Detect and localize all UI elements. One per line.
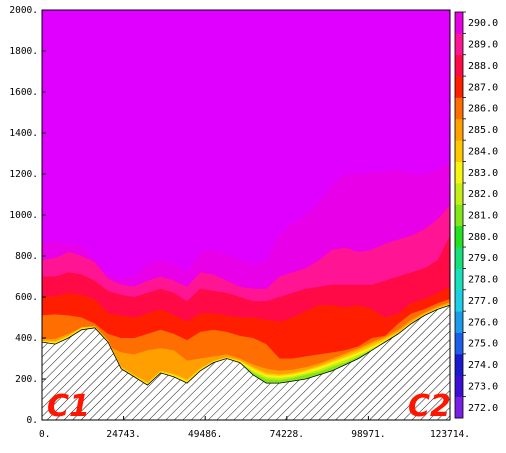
x-axis: 0. 24743. 49486. 74228. 98971. 123714. [39,416,470,440]
colorbar-swatch [455,353,463,376]
colorbar-label: 289.0 [468,40,498,51]
y-tick-label: 1600. [9,87,38,98]
y-tick-label: 400. [15,333,38,344]
y-tick-label: 1400. [9,128,38,139]
colorbar-label: 282.0 [468,189,498,200]
terrain [42,304,450,420]
colorbar-label: 284.0 [468,146,498,157]
endpoint-label-c1: C1 [47,389,90,424]
x-tick-label: 49486. [188,429,222,440]
y-tick-label: 0. [27,415,38,426]
x-tick-label: 24743. [106,429,140,440]
colorbar-swatch [455,33,463,56]
y-axis: 0. 200. 400. 600. 800. 1000. 1200. 1400. 1600. 18… [9,5,46,426]
colorbar-label: 286.0 [468,104,498,115]
y-tick-label: 1200. [9,169,38,180]
y-tick-label: 200. [15,374,38,385]
colorbar-label: 275.0 [468,339,498,350]
y-tick-label: 2000. [9,5,38,16]
colorbar-label: 274.0 [468,360,498,371]
y-tick-label: 800. [15,251,38,262]
colorbar-label: 280.0 [468,232,498,243]
colorbar-label: 278.0 [468,275,498,286]
colorbar-border [454,11,464,419]
colorbar-swatch [455,375,463,398]
x-tick-label: 0. [39,429,50,440]
colorbar-label: 283.0 [468,168,498,179]
colorbar-label: 288.0 [468,61,498,72]
colorbar-swatch [455,396,463,419]
colorbar-swatch [455,54,463,77]
colorbar-label: 290.0 [468,18,498,29]
x-tick-label: 123714. [430,429,470,440]
colorbar-label: 285.0 [468,125,498,136]
colorbar-label: 281.0 [468,211,498,222]
x-tick-label: 74228. [270,429,304,440]
colorbar-swatch [455,12,463,34]
colorbar-swatch [455,247,463,269]
colorbar-label: 277.0 [468,296,498,307]
colorbar: 272.0 273.0 274.0 275.0 276.0 277.0 278.0 279.0… [454,11,498,419]
colorbar-swatch [455,140,463,162]
colorbar-swatch [455,311,463,333]
colorbar-swatch [455,204,463,227]
colorbar-swatch [455,118,463,141]
colorbar-label: 287.0 [468,82,498,93]
colorbar-label: 273.0 [468,381,498,392]
colorbar-swatch [455,182,463,205]
colorbar-swatch [455,225,463,248]
colorbar-label: 272.0 [468,403,498,414]
colorbar-label: 279.0 [468,253,498,264]
colorbar-swatch [455,332,463,355]
colorbar-swatch [455,268,463,291]
y-tick-label: 1000. [9,210,38,221]
y-tick-label: 1800. [9,46,38,57]
colorbar-swatch [455,76,463,98]
colorbar-label: 276.0 [468,317,498,328]
y-tick-label: 600. [15,292,38,303]
x-tick-label: 98971. [351,429,385,440]
colorbar-swatch [455,97,463,120]
endpoint-label-c2: C2 [408,389,451,424]
colorbar-swatch [455,289,463,312]
plot-area [42,10,450,420]
colorbar-swatch [455,161,463,184]
